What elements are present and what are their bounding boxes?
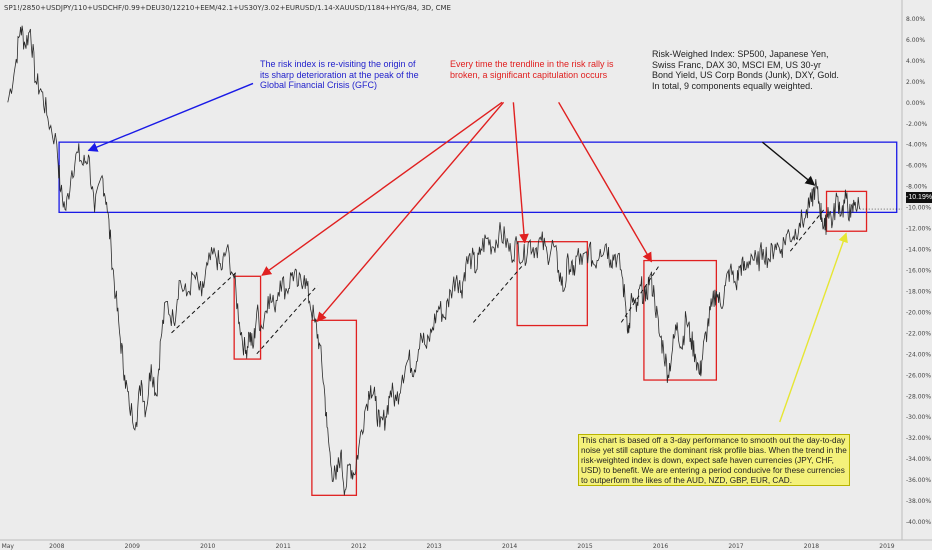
- y-tick-label: 8.00%: [906, 16, 925, 23]
- y-tick-label: -30.00%: [906, 414, 931, 421]
- annotation-arrow: [261, 101, 503, 276]
- y-tick-label: -10.00%: [906, 205, 931, 212]
- annotation-arrow: [87, 82, 254, 152]
- annotation-arrow: [512, 102, 529, 244]
- y-tick-label: -18.00%: [906, 288, 931, 295]
- y-tick-label: -6.00%: [906, 163, 928, 170]
- x-tick-label: 2014: [502, 543, 517, 550]
- x-tick-label: 2017: [728, 543, 743, 550]
- series-line: [7, 25, 861, 496]
- x-tick-label: 2008: [49, 543, 64, 550]
- y-tick-label: -34.00%: [906, 456, 931, 463]
- x-tick-label: 2015: [577, 543, 592, 550]
- symbol-formula: SP1!/2850+USDJPY/110+USDCHF/0.99+DEU30/1…: [4, 4, 451, 12]
- x-tick-label: May: [2, 543, 15, 550]
- annotation-arrow: [761, 141, 816, 186]
- trendline: [472, 264, 524, 323]
- trendline: [256, 285, 318, 355]
- y-tick-label: -16.00%: [906, 268, 931, 275]
- annotation-components: Risk-Weighed Index: SP500, Japanese Yen,…: [652, 49, 839, 91]
- x-tick-label: 2012: [351, 543, 366, 550]
- x-tick-label: 2010: [200, 543, 215, 550]
- y-tick-label: -4.00%: [906, 142, 928, 149]
- x-tick-label: 2011: [276, 543, 291, 550]
- highlight-box: [825, 190, 868, 232]
- y-tick-label: -36.00%: [906, 477, 931, 484]
- y-tick-label: 4.00%: [906, 58, 925, 65]
- y-tick-label: -20.00%: [906, 309, 931, 316]
- y-tick-label: 6.00%: [906, 37, 925, 44]
- highlight-box: [643, 259, 718, 381]
- y-tick-label: 0.00%: [906, 100, 925, 107]
- highlight-box: [233, 275, 262, 360]
- y-tick-label: 2.00%: [906, 79, 925, 86]
- trendline: [171, 271, 237, 334]
- y-tick-label: -12.00%: [906, 226, 931, 233]
- x-tick-label: 2018: [804, 543, 819, 550]
- y-tick-label: -32.00%: [906, 435, 931, 442]
- annotation-note: This chart is based off a 3-day performa…: [578, 434, 850, 486]
- annotation-arrow: [316, 101, 505, 323]
- y-tick-label: -14.00%: [906, 247, 931, 254]
- last-value-label: -10.19%: [906, 192, 932, 203]
- x-tick-label: 2016: [653, 543, 668, 550]
- x-tick-label: 2019: [879, 543, 894, 550]
- annotation-trendline: Every time the trendline in the risk ral…: [450, 59, 614, 80]
- highlight-box: [311, 319, 358, 496]
- annotation-arrow: [558, 101, 653, 263]
- trendline: [620, 265, 660, 323]
- y-tick-label: -40.00%: [906, 519, 931, 526]
- highlight-box: [58, 141, 898, 214]
- y-tick-label: -28.00%: [906, 393, 931, 400]
- y-tick-label: -8.00%: [906, 184, 928, 191]
- x-tick-label: 2013: [426, 543, 441, 550]
- y-tick-label: -2.00%: [906, 121, 928, 128]
- annotation-gfc: The risk index is re-visiting the origin…: [260, 59, 419, 90]
- highlight-box: [516, 241, 588, 327]
- trendline: [789, 208, 825, 252]
- x-tick-label: 2009: [125, 543, 140, 550]
- y-tick-label: -38.00%: [906, 498, 931, 505]
- y-tick-label: -22.00%: [906, 330, 931, 337]
- y-tick-label: -26.00%: [906, 372, 931, 379]
- annotation-arrow: [779, 232, 848, 423]
- y-axis-strip: [902, 0, 932, 550]
- y-tick-label: -24.00%: [906, 351, 931, 358]
